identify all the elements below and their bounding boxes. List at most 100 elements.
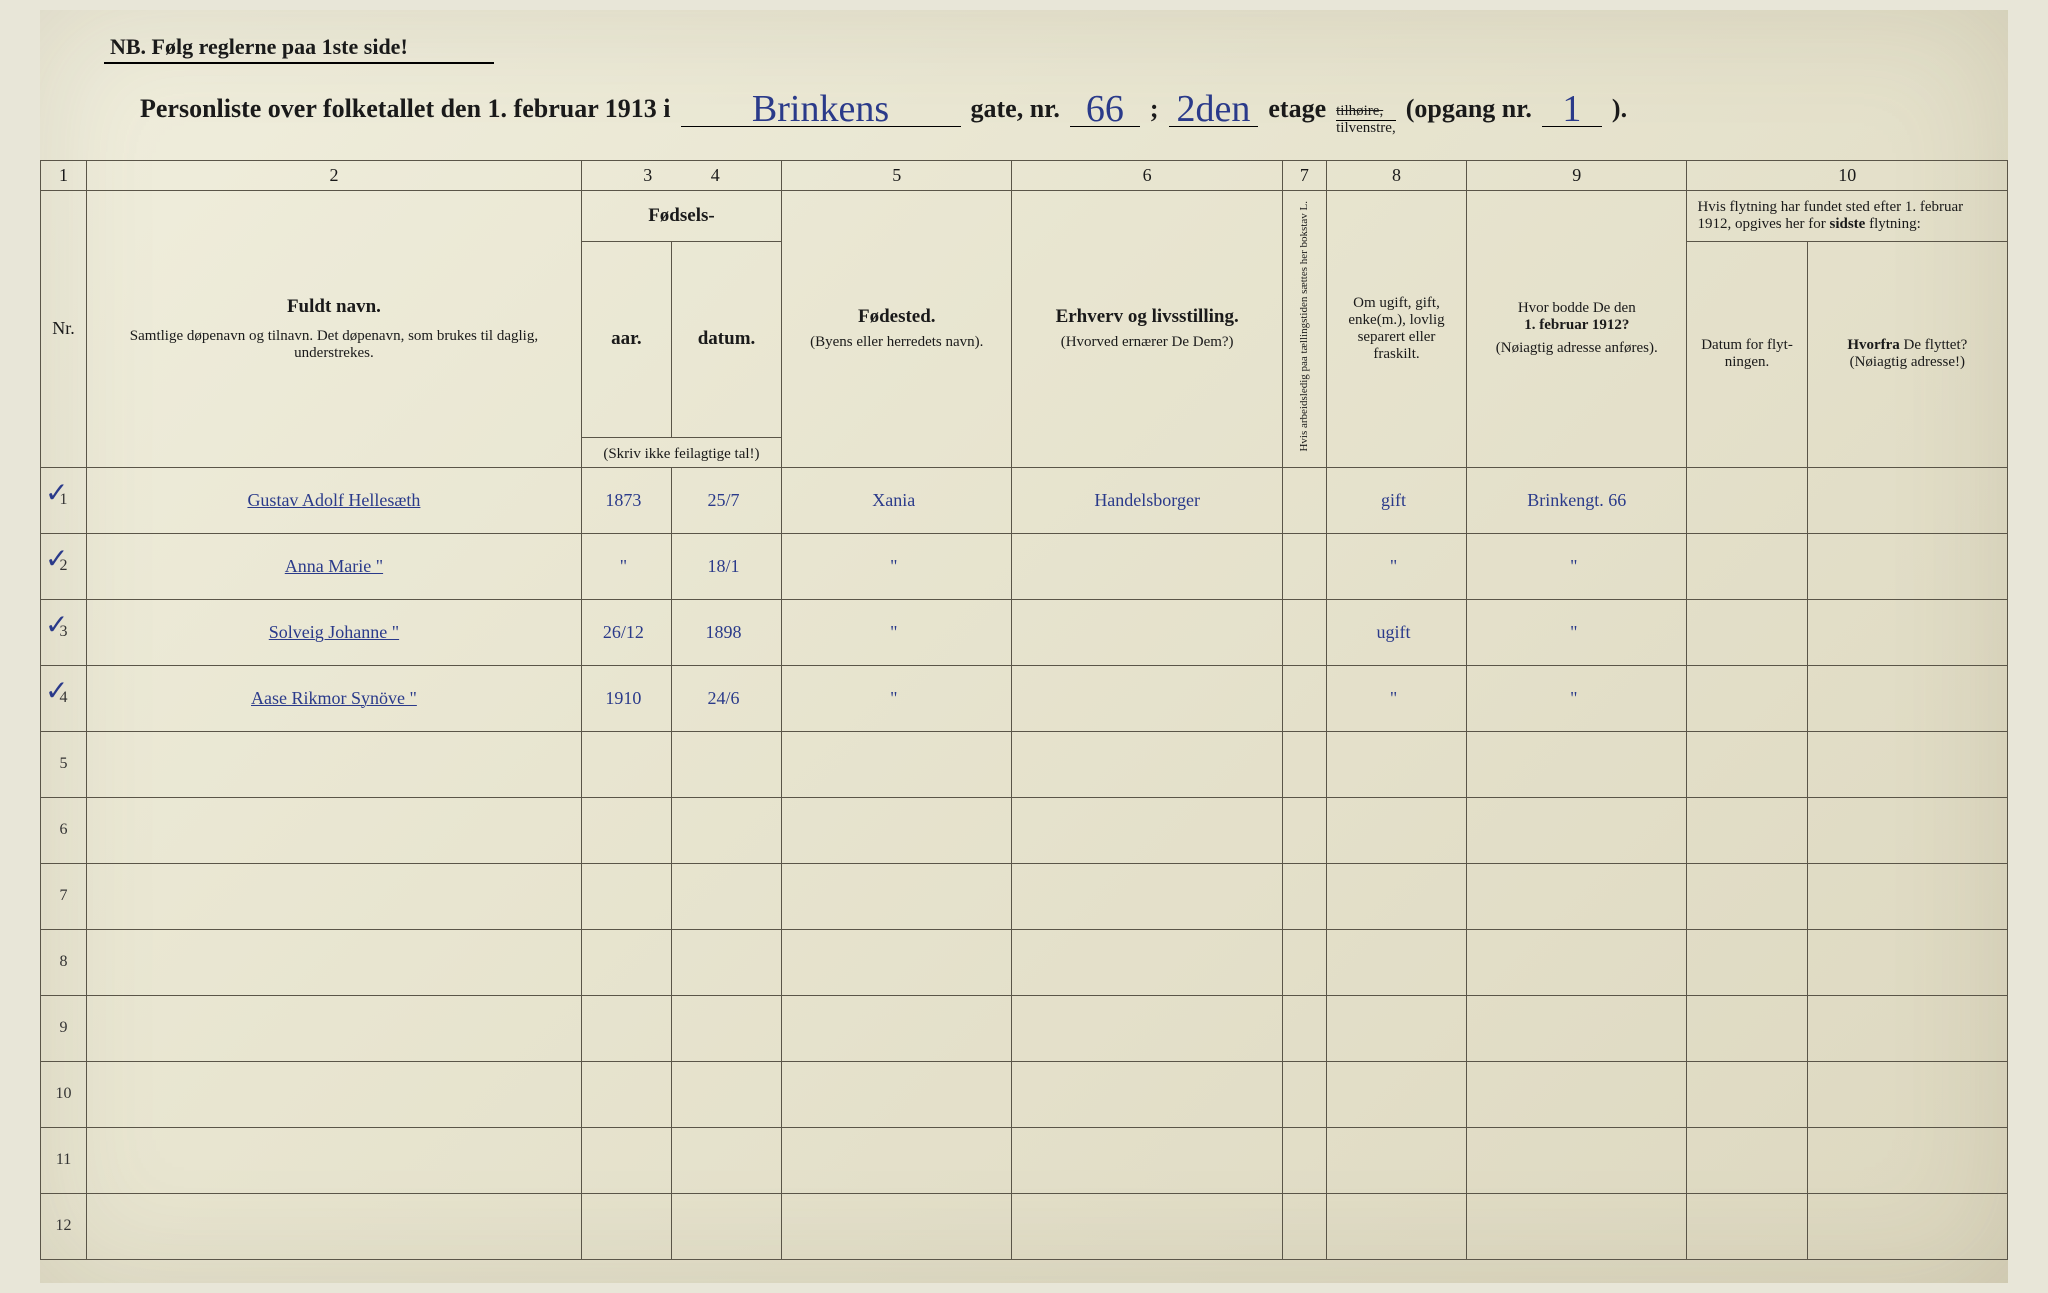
side-top: tilhøire, — [1336, 104, 1396, 120]
hdr-name-sub: Samtlige døpenavn og tilnavn. Det døpena… — [93, 328, 575, 362]
cell-name: Aase Rikmor Synöve " — [87, 665, 582, 731]
census-table: 1 2 3 4 5 6 7 8 9 10 Nr. Fuldt navn. Sam… — [40, 160, 2008, 1260]
cell-year: " — [581, 533, 671, 599]
table-row: 8 — [41, 929, 2008, 995]
table-row: 9 — [41, 995, 2008, 1061]
hdr-occ-sub: (Hvorved ernærer De Dem?) — [1018, 334, 1275, 351]
hdr-move-from-main: Hvorfra De flyttet? — [1814, 337, 2001, 354]
colnum-8: 8 — [1326, 161, 1466, 191]
hdr-birthplace-main: Fødested. — [788, 306, 1005, 328]
colnum-10: 10 — [1687, 161, 2008, 191]
cell-date: 1898 — [671, 599, 781, 665]
opgang-label: (opgang nr. — [1406, 94, 1532, 124]
hdr-move-date: Datum for flyt-ningen. — [1687, 242, 1807, 468]
hdr-move-from-sub: (Nøiagtig adresse!) — [1814, 354, 2001, 371]
cell-c7 — [1282, 533, 1326, 599]
colnum-1: 1 — [41, 161, 87, 191]
hdr-birthplace: Fødested. (Byens eller herredets navn). — [782, 191, 1012, 468]
cell-nr: 11 — [41, 1127, 87, 1193]
cell-year: 1910 — [581, 665, 671, 731]
title-prefix: Personliste over folketallet den 1. febr… — [140, 94, 671, 124]
hdr-addr1912: Hvor bodde De den1. februar 1912? (Nøiag… — [1467, 191, 1687, 468]
cell-occ — [1012, 599, 1282, 665]
hdr-birth-note: (Skriv ikke feilagtige tal!) — [581, 437, 781, 467]
table-row: 7 — [41, 863, 2008, 929]
hdr-name-main: Fuldt navn. — [93, 296, 575, 318]
census-form-page: NB. Følg reglerne paa 1ste side! Personl… — [40, 10, 2008, 1283]
colnum-34: 3 4 — [581, 161, 781, 191]
cell-mar: ugift — [1326, 599, 1466, 665]
cell-mar: gift — [1326, 467, 1466, 533]
hdr-col7-text: Hvis arbeidsledig paa tællingstiden sætt… — [1296, 195, 1312, 458]
opgang-close: ). — [1612, 94, 1627, 124]
cell-c7 — [1282, 599, 1326, 665]
cell-year: 1873 — [581, 467, 671, 533]
nb-underline — [104, 62, 494, 64]
hdr-marital-text: Om ugift, gift, enke(m.), lovlig separer… — [1333, 295, 1460, 363]
cell-nr: ✓1 — [41, 467, 87, 533]
gate-nr-blank: 66 — [1070, 92, 1140, 127]
cell-mdate — [1687, 665, 1807, 731]
cell-place: " — [782, 665, 1012, 731]
cell-nr: ✓3 — [41, 599, 87, 665]
cell-place: " — [782, 533, 1012, 599]
cell-mfrom — [1807, 665, 2007, 731]
colnum-9: 9 — [1467, 161, 1687, 191]
cell-addr: " — [1467, 599, 1687, 665]
table-row: ✓3 Solveig Johanne " 26/12 1898 " ugift … — [41, 599, 2008, 665]
hdr-col7: Hvis arbeidsledig paa tællingstiden sætt… — [1282, 191, 1326, 468]
colnum-2: 2 — [87, 161, 582, 191]
cell-mfrom — [1807, 467, 2007, 533]
hdr-marital: Om ugift, gift, enke(m.), lovlig separer… — [1326, 191, 1466, 468]
cell-nr: 5 — [41, 731, 87, 797]
cell-nr: ✓2 — [41, 533, 87, 599]
hdr-move-date-text: Datum for flyt-ningen. — [1693, 337, 1800, 371]
colnum-6: 6 — [1012, 161, 1282, 191]
cell-mdate — [1687, 599, 1807, 665]
cell-nr: 8 — [41, 929, 87, 995]
cell-date: 25/7 — [671, 467, 781, 533]
cell-nr: 7 — [41, 863, 87, 929]
cell-nr: ✓4 — [41, 665, 87, 731]
colnum-5: 5 — [782, 161, 1012, 191]
opgang-blank: 1 — [1542, 92, 1602, 127]
table-row: 11 — [41, 1127, 2008, 1193]
side-bot: tilvenstre, — [1336, 120, 1396, 137]
hdr-move-intro-text: Hvis flytning har fundet sted efter 1. f… — [1693, 195, 2001, 237]
cell-nr: 10 — [41, 1061, 87, 1127]
table-row: ✓1 Gustav Adolf Hellesæth 1873 25/7 Xani… — [41, 467, 2008, 533]
sep1: ; — [1150, 94, 1159, 124]
cell-name: Solveig Johanne " — [87, 599, 582, 665]
cell-nr: 9 — [41, 995, 87, 1061]
hdr-move-from: Hvorfra De flyttet? (Nøiagtig adresse!) — [1807, 242, 2007, 468]
table-row: ✓2 Anna Marie " " 18/1 " " " — [41, 533, 2008, 599]
hdr-nr: Nr. — [41, 191, 87, 468]
form-title-row: Personliste over folketallet den 1. febr… — [140, 88, 1960, 138]
cell-date: 18/1 — [671, 533, 781, 599]
column-number-row: 1 2 3 4 5 6 7 8 9 10 — [41, 161, 2008, 191]
cell-nr: 12 — [41, 1193, 87, 1259]
table-row: 5 — [41, 731, 2008, 797]
cell-mfrom — [1807, 533, 2007, 599]
cell-c7 — [1282, 467, 1326, 533]
table-row: ✓4 Aase Rikmor Synöve " 1910 24/6 " " " — [41, 665, 2008, 731]
cell-occ: Handelsborger — [1012, 467, 1282, 533]
table-head: 1 2 3 4 5 6 7 8 9 10 Nr. Fuldt navn. Sam… — [41, 161, 2008, 468]
cell-mfrom — [1807, 599, 2007, 665]
cell-place: Xania — [782, 467, 1012, 533]
side-stack: tilhøire, tilvenstre, — [1336, 104, 1396, 137]
cell-mar: " — [1326, 533, 1466, 599]
hdr-addr-main: Hvor bodde De den1. februar 1912? — [1473, 300, 1680, 334]
cell-mar: " — [1326, 665, 1466, 731]
etage-label: etage — [1268, 94, 1326, 124]
table-body: ✓1 Gustav Adolf Hellesæth 1873 25/7 Xani… — [41, 467, 2008, 1259]
cell-place: " — [782, 599, 1012, 665]
cell-addr: " — [1467, 665, 1687, 731]
cell-mdate — [1687, 467, 1807, 533]
cell-name: Anna Marie " — [87, 533, 582, 599]
nb-notice: NB. Følg reglerne paa 1ste side! — [110, 34, 408, 60]
hdr-move-intro: Hvis flytning har fundet sted efter 1. f… — [1687, 191, 2008, 242]
hdr-occ-main: Erhverv og livsstilling. — [1018, 306, 1275, 328]
table-row: 12 — [41, 1193, 2008, 1259]
gate-label: gate, nr. — [971, 94, 1060, 124]
